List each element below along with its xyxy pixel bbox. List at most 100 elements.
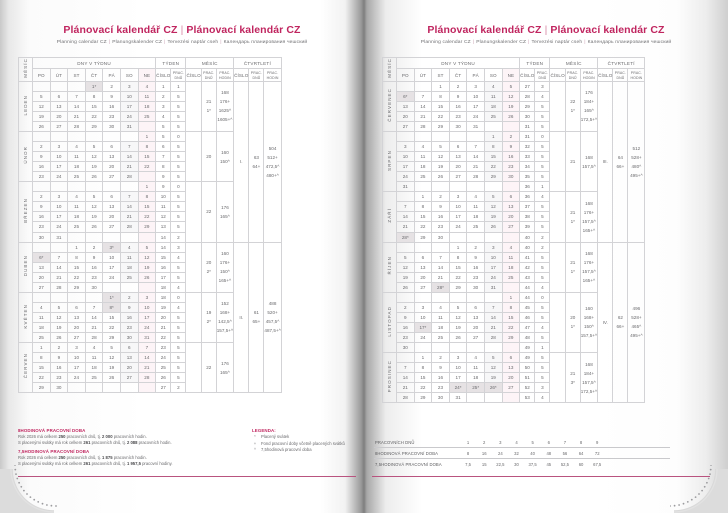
day-cell[interactable]: 7 [483,301,503,313]
day-cell[interactable]: 26 [102,372,121,384]
day-cell[interactable]: 11 [466,362,485,374]
day-cell[interactable]: 2 [84,241,104,253]
day-cell[interactable]: 2 [501,131,521,143]
day-cell[interactable]: 23 [396,331,415,344]
day-cell[interactable]: 31 [119,120,139,133]
day-cell[interactable]: 13 [396,100,415,112]
day-cell[interactable]: 15 [137,201,157,213]
day-cell[interactable]: 26 [137,271,157,283]
day-cell[interactable]: 5 [102,342,121,354]
day-cell[interactable]: 22 [501,321,521,333]
day-cell[interactable] [102,131,121,143]
day-cell[interactable] [431,291,450,303]
day-cell[interactable]: 12 [102,352,121,364]
day-cell[interactable]: 6 [102,141,121,153]
day-cell[interactable] [431,342,450,354]
day-cell[interactable]: 4 [466,352,485,364]
day-cell[interactable]: 9 [84,251,104,263]
day-cell[interactable] [137,231,157,243]
day-cell[interactable] [483,231,503,243]
day-cell[interactable]: 2 [448,80,468,92]
day-cell[interactable]: 21 [137,362,157,374]
day-cell[interactable]: 1 [137,181,157,193]
day-cell[interactable] [137,171,157,183]
day-cell[interactable] [119,181,139,193]
day-cell[interactable]: 29 [102,331,121,344]
day-cell[interactable]: 16 [119,311,139,323]
day-cell[interactable]: 6 [67,301,86,313]
day-cell[interactable]: 23 [431,382,450,394]
day-cell[interactable]: 16 [501,151,521,163]
day-cell[interactable] [84,291,104,303]
day-cell[interactable]: 30 [431,392,450,404]
day-cell[interactable]: 23 [102,110,121,123]
day-cell[interactable]: 20 [67,321,86,333]
day-cell[interactable]: 20 [49,110,69,123]
day-cell[interactable] [67,131,86,143]
day-cell[interactable]: 15 [413,372,433,384]
day-cell[interactable]: 2 [119,291,139,303]
day-cell[interactable]: 4 [413,141,433,153]
day-cell[interactable]: 18 [137,100,157,112]
day-cell[interactable]: 31 [483,281,503,293]
day-cell[interactable] [137,382,157,394]
day-cell[interactable] [137,120,157,133]
day-cell[interactable]: 4 [67,141,86,153]
day-cell[interactable]: 19 [84,161,104,173]
day-cell[interactable]: 13 [413,261,433,273]
day-cell[interactable]: 5 [483,352,503,364]
day-cell[interactable]: 25 [84,372,104,384]
day-cell[interactable]: 5 [448,301,468,313]
day-cell[interactable]: 17 [102,261,121,273]
day-cell[interactable]: 3 [448,191,468,203]
day-cell[interactable]: 17 [49,211,69,223]
day-cell[interactable]: 28 [466,171,485,183]
day-cell[interactable] [483,291,503,303]
day-cell[interactable]: 25 [413,171,433,183]
day-cell[interactable]: 10 [448,201,468,213]
day-cell[interactable]: 27 [32,281,51,293]
day-cell[interactable]: 23 [431,221,450,233]
day-cell[interactable]: 15 [67,261,86,273]
day-cell[interactable] [396,191,415,203]
day-cell[interactable]: 5 [49,301,69,313]
day-cell[interactable]: 30 [396,342,415,354]
day-cell[interactable]: 12 [483,362,503,374]
day-cell[interactable]: 7 [67,90,86,102]
day-cell[interactable]: 24 [483,271,503,283]
day-cell[interactable]: 27 [102,171,121,183]
day-cell[interactable]: 20 [413,271,433,283]
day-cell[interactable]: 8 [431,90,450,102]
day-cell[interactable] [102,181,121,193]
day-cell[interactable]: 28 [413,120,433,133]
day-cell[interactable]: 3 [466,80,485,92]
day-cell[interactable]: 2 [431,352,450,364]
day-cell[interactable]: 3 [413,301,433,313]
day-cell[interactable]: 11 [466,201,485,213]
day-cell[interactable]: 9 [49,352,69,364]
day-cell[interactable]: 30 [84,281,104,293]
day-cell[interactable]: 13 [102,201,121,213]
day-cell[interactable]: 16 [431,211,450,223]
day-cell[interactable]: 12 [84,151,104,163]
day-cell[interactable]: 12 [483,201,503,213]
day-cell[interactable]: 19 [483,372,503,384]
day-cell[interactable]: 22 [483,161,503,173]
day-cell[interactable]: 25 [67,221,86,233]
day-cell[interactable]: 14 [483,311,503,323]
day-cell[interactable] [119,382,139,394]
day-cell[interactable]: 28 [119,171,139,183]
day-cell[interactable]: 4 [119,241,139,253]
day-cell[interactable]: 8 [84,90,104,102]
day-cell[interactable]: 16 [84,261,104,273]
day-cell[interactable]: 11 [501,251,521,263]
day-cell[interactable]: 31 [466,120,485,133]
day-cell[interactable]: 26 [49,331,69,344]
day-cell[interactable]: 12 [32,100,51,112]
day-cell[interactable]: 30 [431,231,450,243]
day-cell[interactable]: 10 [102,251,121,263]
day-cell[interactable]: 10 [67,352,86,364]
day-cell[interactable]: 26 [501,110,521,123]
day-cell[interactable]: 18 [67,211,86,223]
day-cell[interactable]: 23 [32,221,51,233]
